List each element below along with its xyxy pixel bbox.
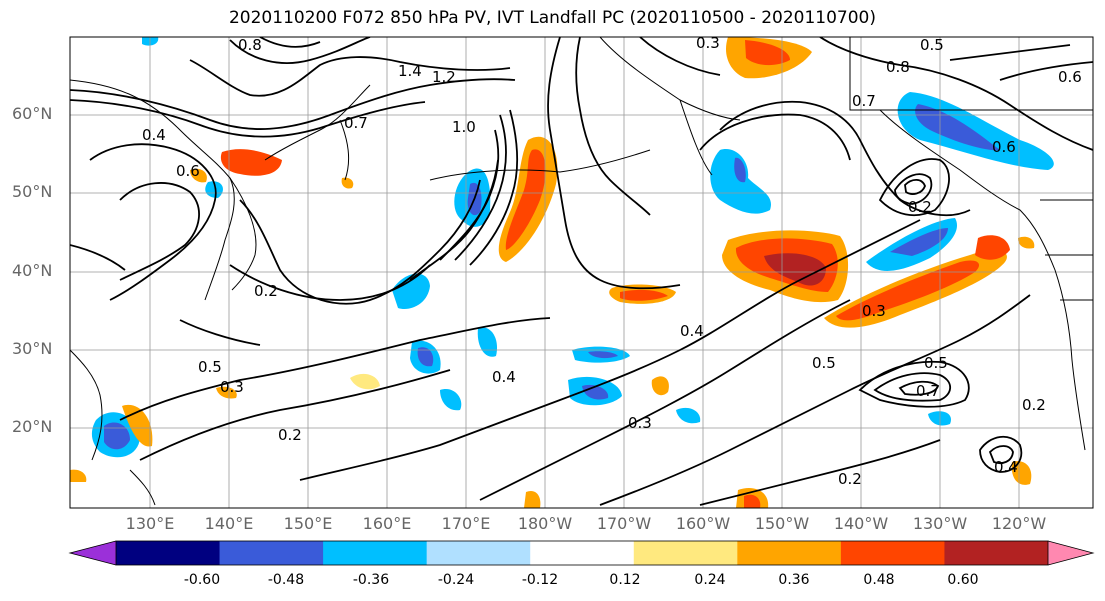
colorbar-segment: [737, 541, 842, 565]
colorbar-segments: [116, 541, 1049, 565]
contour-label: 0.2: [1022, 396, 1046, 414]
lon-label: 120°W: [991, 514, 1047, 533]
lon-label: 130°W: [912, 514, 968, 533]
lon-label: 140°E: [204, 514, 254, 533]
contour-label: 0.5: [920, 36, 944, 54]
contour-label: 0.6: [992, 138, 1016, 156]
lon-label: 170°E: [441, 514, 491, 533]
graticule: [70, 37, 1093, 508]
colorbar-segment: [530, 541, 635, 565]
contour-label: 0.6: [176, 162, 200, 180]
lon-label: 170°W: [596, 514, 652, 533]
lat-label: 50°N: [12, 182, 53, 201]
shaded-anomalies: [70, 37, 1054, 508]
colorbar-tick-label: -0.48: [267, 572, 305, 588]
contour-label: 0.6: [1058, 68, 1082, 86]
colorbar-segment: [116, 541, 221, 565]
colorbar-tick-label: -0.12: [521, 572, 559, 588]
contour-label: 0.7: [344, 114, 368, 132]
colorbar-segment: [840, 541, 945, 565]
contour-label: 0.4: [142, 126, 166, 144]
map-frame: [69, 36, 1094, 509]
contour-label: 0.4: [680, 322, 704, 340]
colorbar-tick-label: -0.60: [183, 572, 221, 588]
lat-label: 30°N: [12, 339, 53, 358]
lat-label: 20°N: [12, 417, 53, 436]
colorbar-tick-label: 0.12: [609, 572, 641, 588]
lat-label: 40°N: [12, 261, 53, 280]
pv-contours: [70, 37, 1093, 506]
colorbar-tick-label: 0.36: [778, 572, 810, 588]
contour-label: 0.3: [862, 302, 886, 320]
colorbar-segment: [219, 541, 324, 565]
colorbar-segment: [323, 541, 428, 565]
lon-label: 150°W: [754, 514, 810, 533]
contour-label: 0.8: [238, 36, 262, 54]
lon-label: 130°E: [125, 514, 175, 533]
map-title: 2020110200 F072 850 hPa PV, IVT Landfall…: [228, 8, 876, 28]
contour-labels: 0.8 1.4 1.2 1.0 0.7 0.4 0.6 0.2 0.5 0.3 …: [142, 34, 1082, 488]
contour-label: 0.5: [924, 354, 948, 372]
lon-label: 150°E: [283, 514, 333, 533]
contour-label: 1.0: [452, 118, 476, 136]
contour-label: 0.2: [908, 198, 932, 216]
lon-label: 160°W: [675, 514, 731, 533]
colorbar-segment: [944, 541, 1049, 565]
lon-label: 140°W: [833, 514, 889, 533]
contour-label: 0.2: [278, 426, 302, 444]
contour-label: 0.3: [628, 414, 652, 432]
colorbar-tick-label: 0.24: [694, 572, 726, 588]
contour-label: 0.4: [492, 368, 516, 386]
colorbar-tick-label: -0.36: [352, 572, 390, 588]
contour-label: 0.2: [254, 282, 278, 300]
contour-label: 0.4: [994, 458, 1018, 476]
contour-label: 1.4: [398, 62, 422, 80]
colorbar-extend-left: [70, 541, 116, 565]
colorbar-segment: [633, 541, 738, 565]
contour-label: 0.3: [696, 34, 720, 52]
colorbar-tick-label: 0.60: [947, 572, 979, 588]
contour-label: 0.3: [220, 378, 244, 396]
colorbar: [68, 540, 1095, 566]
contour-label: 0.7: [916, 382, 940, 400]
contour-label: 0.5: [812, 354, 836, 372]
contour-label: 0.7: [852, 92, 876, 110]
contour-label: 1.2: [432, 68, 456, 86]
colorbar-tick-label: -0.24: [437, 572, 475, 588]
lon-label: 180°W: [517, 514, 573, 533]
colorbar-segment: [426, 541, 531, 565]
colorbar-tick-label: 0.48: [863, 572, 895, 588]
contour-label: 0.2: [838, 470, 862, 488]
lon-label: 160°E: [362, 514, 412, 533]
lat-label: 60°N: [12, 104, 53, 123]
contour-label: 0.8: [886, 58, 910, 76]
colorbar-extend-right: [1048, 541, 1093, 565]
contour-label: 0.5: [198, 358, 222, 376]
